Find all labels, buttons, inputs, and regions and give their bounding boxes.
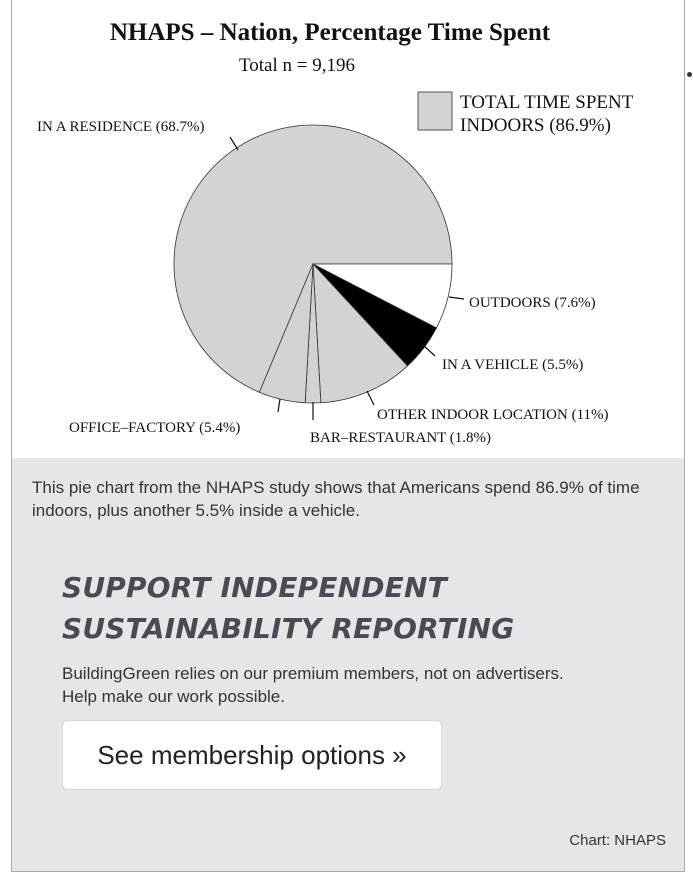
chart-subtitle: Total n = 9,196 xyxy=(239,55,355,76)
pie-slice xyxy=(173,124,453,393)
slice-leader-line xyxy=(448,296,465,300)
slice-leader-line xyxy=(277,398,281,413)
pie-chart: NHAPS – Nation, Percentage Time Spent To… xyxy=(37,19,634,446)
promo-text: BuildingGreen relies on our premium memb… xyxy=(62,662,642,708)
promo-heading-line1: SUPPORT INDEPENDENT xyxy=(62,571,447,604)
legend-label-line1: TOTAL TIME SPENT xyxy=(460,92,634,113)
slice-label: OUTDOORS (7.6%) xyxy=(469,295,596,311)
promo-text-line2: Help make our work possible. xyxy=(62,687,285,706)
legend-label-line2: INDOORS (86.9%) xyxy=(460,115,611,136)
membership-options-button[interactable]: See membership options » xyxy=(62,720,442,790)
slice-leader-line xyxy=(366,390,375,406)
pie-slices xyxy=(173,124,453,404)
slice-label: BAR–RESTAURANT (1.8%) xyxy=(310,430,491,446)
chart-credit: Chart: NHAPS xyxy=(569,832,666,849)
article-figure-card: NHAPS – Nation, Percentage Time Spent To… xyxy=(11,0,685,872)
slice-label: IN A VEHICLE (5.5%) xyxy=(442,357,583,373)
promo-heading: SUPPORT INDEPENDENT SUSTAINABILITY REPOR… xyxy=(62,567,622,649)
slice-leader-line xyxy=(421,343,436,357)
chart-title: NHAPS – Nation, Percentage Time Spent xyxy=(110,19,551,46)
slice-leader-line xyxy=(229,136,239,151)
legend-swatch xyxy=(417,91,453,131)
pie-labels: IN A RESIDENCE (68.7%) OUTDOORS (7.6%) IN … xyxy=(37,119,609,446)
promo-text-line1: BuildingGreen relies on our premium memb… xyxy=(62,664,564,683)
pie-slice xyxy=(258,263,314,404)
slice-label: IN A RESIDENCE (68.7%) xyxy=(37,119,205,135)
slice-label: OFFICE–FACTORY (5.4%) xyxy=(69,420,240,436)
promo-heading-line2: SUSTAINABILITY REPORTING xyxy=(62,612,515,645)
figure-caption: This pie chart from the NHAPS study show… xyxy=(32,478,640,520)
chart-area: NHAPS – Nation, Percentage Time Spent To… xyxy=(12,0,684,458)
bullet-dot xyxy=(687,72,692,77)
slice-label: OTHER INDOOR LOCATION (11%) xyxy=(377,407,609,423)
